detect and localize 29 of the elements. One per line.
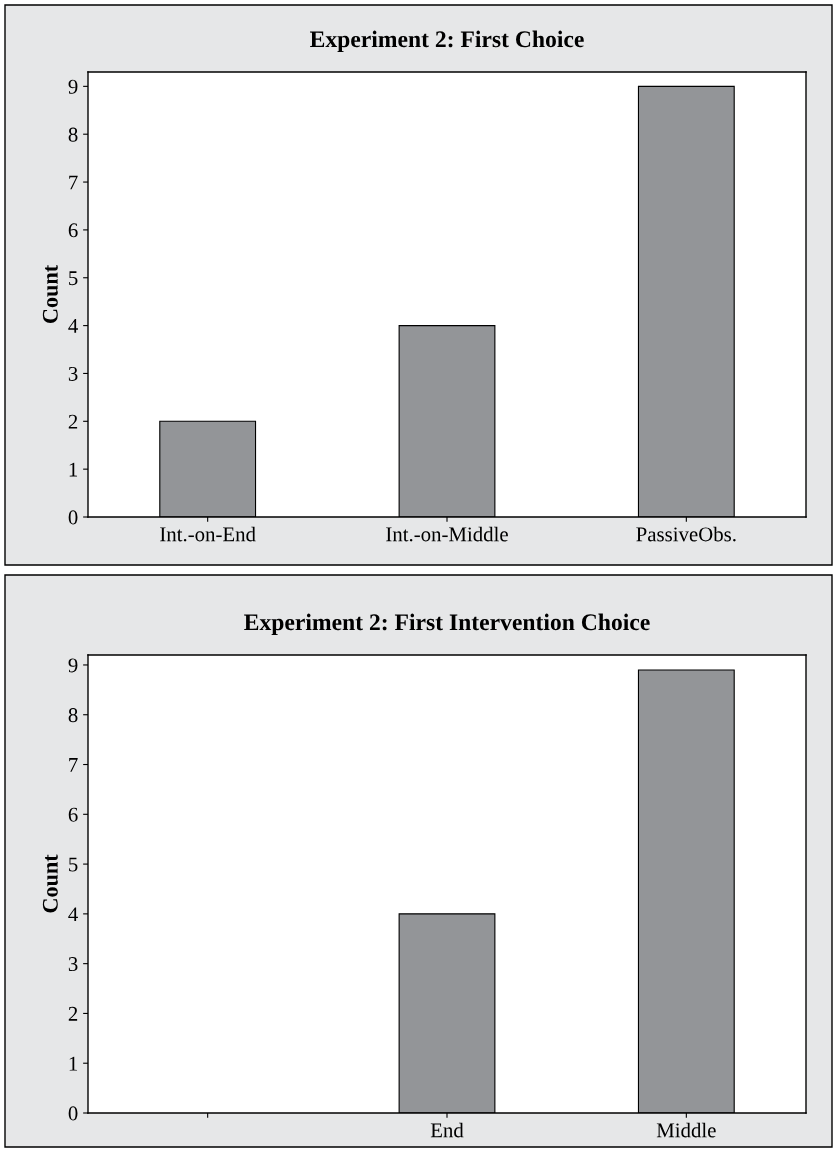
y-tick-label: 2: [68, 414, 78, 429]
y-tick-label: 9: [68, 79, 78, 94]
x-tick-label: Int.-on-Middle: [386, 526, 508, 542]
y-tick-label: 6: [68, 807, 78, 822]
y-tick-label: 2: [68, 1006, 78, 1021]
x-tick-label: PassiveObs.: [636, 526, 736, 542]
y-tick-label: 1: [69, 1056, 78, 1071]
y-tick-label: 4: [68, 319, 78, 333]
y-tick-label: 4: [68, 907, 78, 922]
y-tick-label: 1: [69, 462, 78, 477]
y-tick-label: 3: [68, 957, 78, 972]
y-tick-label: 5: [69, 857, 78, 872]
x-tick-label: End: [430, 1122, 464, 1138]
chart-title: Experiment 2: First Choice: [310, 30, 584, 53]
y-tick-label: 6: [68, 223, 78, 238]
y-tick-label: 7: [69, 175, 78, 190]
x-tick-label: Int.-on-End: [160, 526, 256, 542]
chart-title: Experiment 2: First Intervention Choice: [244, 613, 650, 636]
x-tick-label: Middle: [656, 1122, 716, 1138]
y-tick-label: 3: [68, 366, 78, 381]
y-tick-label: 9: [68, 658, 78, 673]
y-tick-label: 5: [69, 271, 78, 286]
y-tick-label: 8: [68, 127, 78, 142]
y-tick-label: 8: [68, 708, 78, 723]
y-axis-title: Count: [42, 264, 58, 324]
y-tick-label: 7: [69, 758, 78, 772]
y-tick-label: 0: [68, 1106, 78, 1121]
y-axis-title: Count: [42, 854, 58, 913]
y-tick-label: 0: [68, 510, 78, 525]
